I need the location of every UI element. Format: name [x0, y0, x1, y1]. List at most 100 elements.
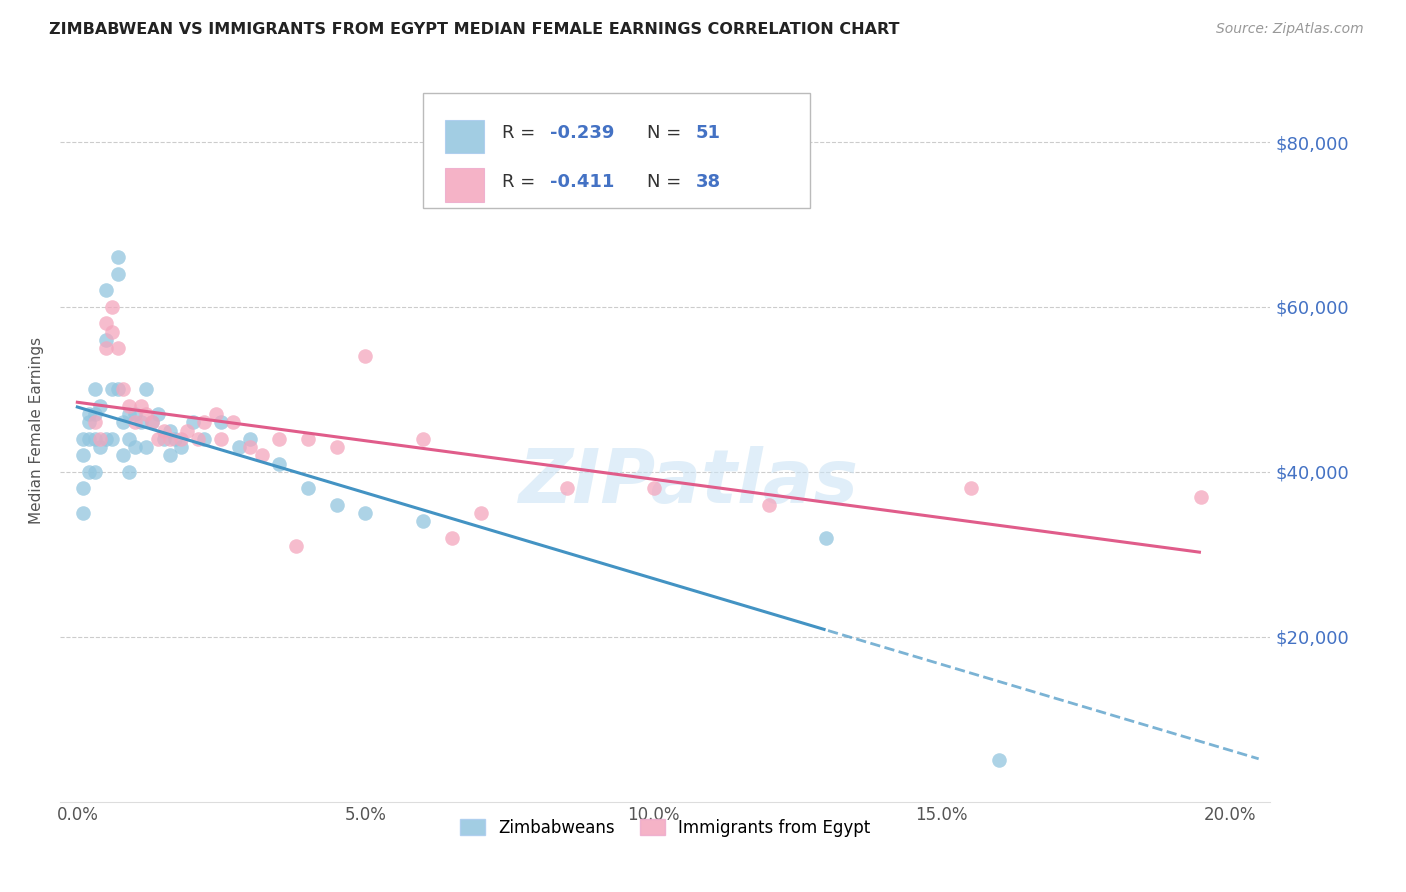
Point [94, 432, 117, 446]
Point [101, 383, 124, 397]
Point [440, 531, 463, 545]
Point [170, 432, 193, 446]
Point [72, 448, 94, 462]
Point [159, 424, 181, 438]
Legend: Zimbabweans, Immigrants from Egypt: Zimbabweans, Immigrants from Egypt [451, 811, 879, 846]
Point [176, 424, 198, 438]
Point [204, 407, 226, 421]
Point [267, 457, 290, 471]
Point [83, 407, 105, 421]
Point [118, 399, 141, 413]
FancyBboxPatch shape [423, 93, 810, 208]
Point [135, 383, 157, 397]
Point [250, 448, 273, 462]
Text: Source: ZipAtlas.com: Source: ZipAtlas.com [1216, 22, 1364, 37]
Point [89, 440, 111, 454]
Point [94, 317, 117, 331]
Point [112, 448, 135, 462]
Point [101, 300, 124, 314]
Point [77, 407, 100, 421]
Point [152, 424, 174, 438]
Point [159, 432, 181, 446]
Point [107, 383, 129, 397]
Point [758, 498, 780, 512]
Point [83, 415, 105, 429]
Point [112, 415, 135, 429]
Point [124, 407, 146, 421]
Point [555, 481, 578, 495]
Point [152, 432, 174, 446]
Point [181, 415, 204, 429]
Text: -0.411: -0.411 [550, 172, 614, 191]
Point [643, 481, 665, 495]
Point [129, 415, 152, 429]
Point [267, 432, 290, 446]
Point [112, 383, 135, 397]
Text: 51: 51 [696, 124, 720, 142]
Point [146, 407, 169, 421]
Point [209, 432, 232, 446]
Point [159, 448, 181, 462]
Point [354, 350, 377, 364]
Point [83, 383, 105, 397]
Point [94, 284, 117, 298]
Y-axis label: Median Female Earnings: Median Female Earnings [30, 337, 44, 524]
Point [89, 399, 111, 413]
Point [118, 432, 141, 446]
Point [118, 465, 141, 479]
Point [297, 432, 319, 446]
Point [72, 506, 94, 520]
Point [129, 399, 152, 413]
Point [124, 440, 146, 454]
Point [72, 432, 94, 446]
Point [222, 415, 245, 429]
Text: N =: N = [647, 172, 688, 191]
Point [165, 432, 187, 446]
Point [146, 432, 169, 446]
Point [228, 440, 250, 454]
Point [325, 498, 347, 512]
Point [107, 267, 129, 281]
FancyBboxPatch shape [444, 120, 484, 153]
Point [124, 415, 146, 429]
Point [135, 440, 157, 454]
Point [325, 440, 347, 454]
Point [170, 440, 193, 454]
Point [72, 481, 94, 495]
Point [83, 432, 105, 446]
Point [193, 432, 215, 446]
Point [89, 432, 111, 446]
Point [239, 440, 262, 454]
Text: N =: N = [647, 124, 688, 142]
Point [354, 506, 377, 520]
Point [209, 415, 232, 429]
Point [94, 333, 117, 347]
Point [959, 481, 981, 495]
Point [141, 415, 163, 429]
Point [135, 407, 157, 421]
Point [470, 506, 492, 520]
Point [101, 325, 124, 339]
Text: ZIPatlas: ZIPatlas [519, 446, 859, 519]
Point [141, 415, 163, 429]
Point [412, 432, 434, 446]
Point [297, 481, 319, 495]
Point [107, 341, 129, 355]
Point [77, 415, 100, 429]
Point [94, 341, 117, 355]
Text: 38: 38 [696, 172, 720, 191]
Point [187, 432, 209, 446]
FancyBboxPatch shape [444, 169, 484, 202]
Point [83, 465, 105, 479]
Point [193, 415, 215, 429]
Text: R =: R = [502, 172, 541, 191]
Point [118, 407, 141, 421]
Point [77, 465, 100, 479]
Point [988, 753, 1011, 767]
Point [107, 251, 129, 265]
Point [239, 432, 262, 446]
Text: -0.239: -0.239 [550, 124, 614, 142]
Point [101, 432, 124, 446]
Point [815, 531, 838, 545]
Point [285, 539, 308, 553]
